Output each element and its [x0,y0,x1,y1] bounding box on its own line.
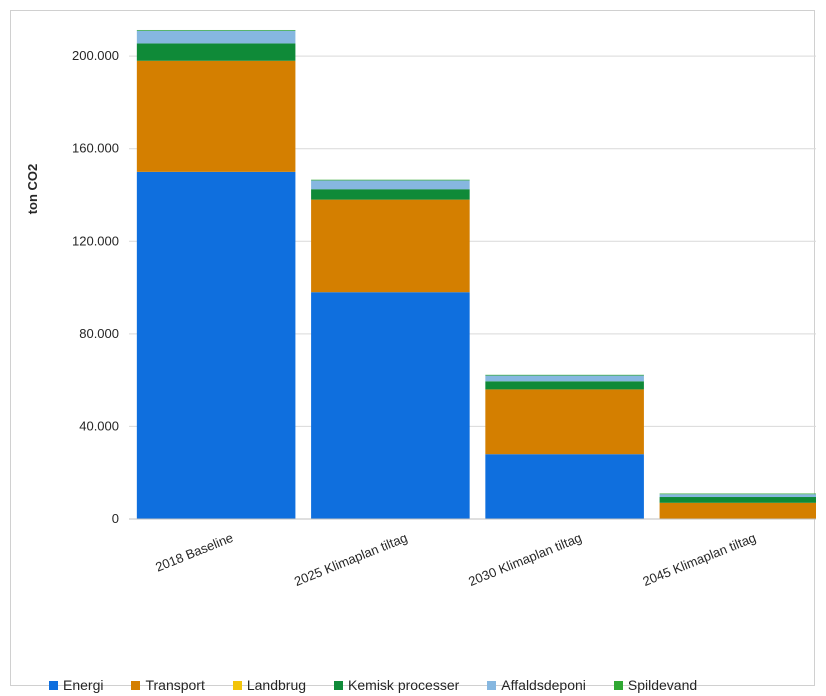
bar-2030-klimaplan-tiltag-transport [485,389,644,455]
legend-item-spildevand: Spildevand [613,677,698,693]
bar-2045-klimaplan-tiltag-kemisk-processer [659,497,816,503]
legend-item-kemisk-processer: Kemisk processer [334,677,459,693]
y-tick-label: 80.000 [79,326,119,341]
bar-2018-baseline-kemisk-processer [136,43,296,61]
bar-2045-klimaplan-tiltag-spildevand [659,493,816,495]
legend-swatch [49,680,58,690]
legend-swatch [334,680,344,690]
stacked-bar-chart: 0 40.000 80.000 120.000 160.000 200.000 2018 B… [25,29,816,589]
legend: Energi Transport Landbrug Kemisk processer A… [49,677,725,693]
bar-2030-klimaplan-tiltag-affaldsdeponi [485,375,644,382]
bar-2030-klimaplan-tiltag-kemisk-processer [485,381,644,390]
y-tick-label: 120.000 [72,233,119,248]
legend-swatch [613,680,623,690]
legend-item-affaldsdeponi: Affaldsdeponi [487,677,586,693]
legend-item-transport: Transport [131,677,205,693]
bar-2025-klimaplan-tiltag-spildevand [311,179,470,181]
y-tick-label: 40.000 [79,418,119,433]
bar-2018-baseline-affaldsdeponi [136,30,296,44]
legend-label: Affaldsdeponi [501,677,586,693]
bar-2025-klimaplan-tiltag-transport [311,199,470,293]
legend-label: Kemisk processer [348,677,460,693]
chart-frame: 0 40.000 80.000 120.000 160.000 200.000 2018 B… [10,10,816,693]
y-tick-label: 0 [112,511,119,526]
legend-label: Landbrug [246,677,307,693]
bar-2025-klimaplan-tiltag-affaldsdeponi [311,180,470,190]
y-axis-label: ton CO2 [25,164,40,215]
x-category-label: 2025 Klimaplan tiltag [292,530,410,589]
bars [136,29,816,519]
bar-2018-baseline-transport [136,60,296,172]
legend-label: Energi [63,677,104,693]
x-category-label: 2018 Baseline [153,530,235,575]
legend-label: Spildevand [627,677,698,693]
x-category-label: 2030 Klimaplan tiltag [466,530,584,589]
legend-swatch [131,680,141,690]
y-tick-label: 200.000 [72,48,119,63]
legend-item-energi: Energi [49,677,103,693]
bar-2045-klimaplan-tiltag-transport [659,502,816,519]
bar-2030-klimaplan-tiltag-energi [485,454,644,519]
legend-label: Transport [145,677,205,693]
legend-item-landbrug: Landbrug [232,677,307,693]
legend-swatch [232,680,242,690]
bar-2018-baseline-spildevand [136,29,296,31]
bar-2045-klimaplan-tiltag-affaldsdeponi [659,494,816,498]
legend-swatch [487,680,497,690]
y-tick-label: 160.000 [72,141,119,156]
bar-2018-baseline-energi [136,171,296,519]
bar-2030-klimaplan-tiltag-spildevand [485,374,644,376]
bar-2025-klimaplan-tiltag-energi [311,292,470,519]
x-category-label: 2045 Klimaplan tiltag [640,530,758,589]
bar-2025-klimaplan-tiltag-kemisk-processer [311,189,470,200]
